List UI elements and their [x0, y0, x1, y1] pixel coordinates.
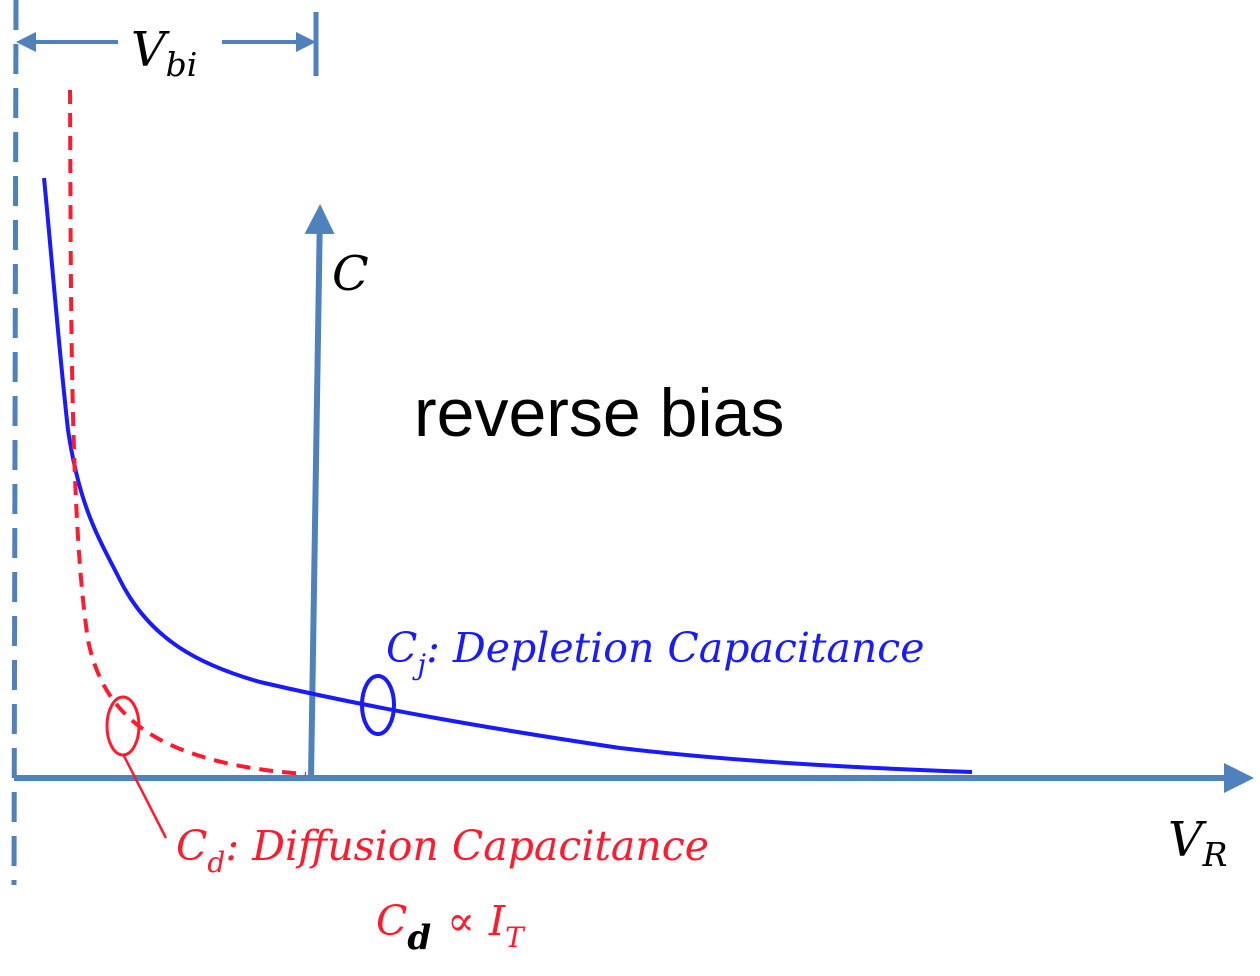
diffusion-capacitance-curve	[68, 89, 307, 776]
cd-proportional-formula: Cd ∝ IT	[376, 897, 526, 958]
vbi-boundary-dashed-line	[11, 0, 19, 886]
depletion-capacitance-label: Cj: Depletion Capacitance	[386, 624, 925, 681]
vbi-label: Vbi	[131, 22, 197, 84]
c-axis	[304, 204, 335, 779]
diffusion-curve-marker	[105, 695, 141, 757]
depletion-curve-marker	[360, 674, 396, 736]
vr-axis-label: VR	[1168, 812, 1228, 874]
diffusion-capacitance-label: Cd: Diffusion Capacitance	[176, 822, 709, 879]
depletion-capacitance-curve	[42, 177, 973, 774]
reverse-bias-label: reverse bias	[414, 375, 784, 451]
diffusion-leader-line	[121, 753, 168, 839]
c-axis-label: C	[332, 246, 369, 302]
